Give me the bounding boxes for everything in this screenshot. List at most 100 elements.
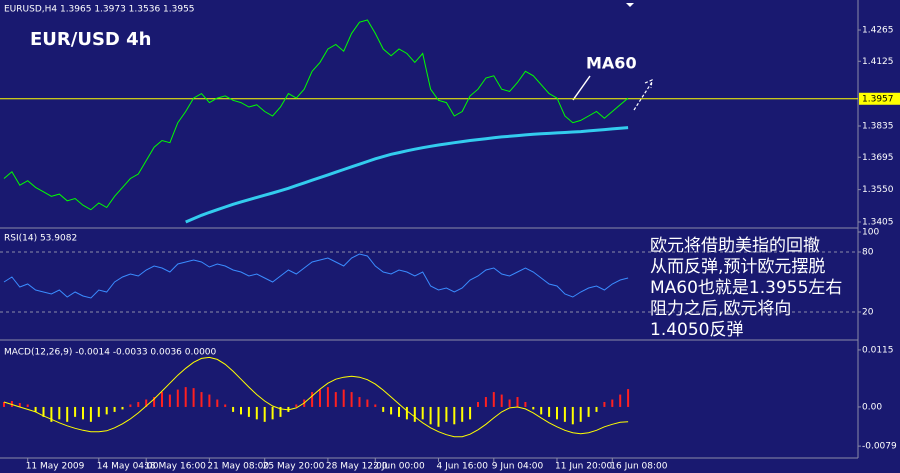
histogram-bar (398, 406, 400, 417)
y-tick-label: 1.3695 (862, 153, 894, 163)
histogram-bar (603, 401, 606, 407)
histogram-bar (50, 406, 53, 422)
histogram-bar (319, 389, 321, 407)
chart-header: EURUSD,H4 1.3965 1.3973 1.3536 1.3955 (4, 5, 195, 15)
histogram-bar (18, 402, 21, 407)
histogram-bar (374, 404, 377, 407)
commentary-line: 从而反弹,预计欧元摆脱 (650, 257, 825, 277)
histogram-bar (232, 406, 235, 412)
histogram-bar (161, 392, 163, 407)
histogram-bar (145, 399, 148, 407)
x-tick-label: 18 May 16:00 (144, 462, 206, 472)
histogram-bar (461, 406, 464, 422)
x-tick-label: 11 May 2009 (26, 462, 85, 472)
histogram-bar (279, 406, 282, 417)
x-tick-label: 14 May 04:00 (97, 462, 159, 472)
histogram-bar (548, 406, 551, 417)
y-tick-label: 20 (862, 308, 874, 318)
histogram-bar (224, 404, 227, 407)
x-tick-label: 25 May 20:00 (263, 462, 325, 472)
histogram-bar (334, 392, 337, 407)
histogram-bar (500, 394, 503, 407)
x-tick-label: 16 Jun 08:00 (610, 462, 667, 472)
y-tick-label: 1.3550 (862, 185, 894, 195)
histogram-bar (508, 399, 511, 407)
histogram-bar (429, 406, 432, 425)
histogram-bar (295, 404, 298, 407)
histogram-bar (437, 406, 440, 427)
histogram-bar (3, 401, 5, 407)
histogram-bar (350, 392, 353, 407)
level-label: 1.3957 (862, 94, 894, 104)
x-tick-label: 11 Jun 20:00 (555, 462, 612, 472)
histogram-bar (42, 406, 45, 417)
histogram-bar (82, 406, 84, 420)
y-tick-label: 80 (862, 248, 874, 258)
histogram-bar (627, 389, 630, 407)
histogram-bar (192, 388, 195, 407)
histogram-bar (271, 406, 274, 420)
histogram-bar (556, 406, 558, 420)
annotation-pointer (572, 75, 591, 101)
y-tick-label: 0.00 (862, 402, 882, 412)
histogram-bar (247, 406, 250, 417)
y-tick-label: -0.0079 (862, 442, 897, 452)
series-line (185, 126, 629, 224)
histogram-bar (366, 399, 369, 407)
histogram-bar (326, 387, 329, 407)
panel-title: RSI(14) 53.9082 (4, 234, 77, 244)
histogram-bar (34, 406, 37, 412)
panel-title: MACD(12,26,9) -0.0014 -0.0033 0.0036 0.0… (4, 348, 217, 358)
histogram-bar (184, 387, 187, 407)
histogram-bar (358, 397, 361, 407)
histogram-bar (153, 397, 156, 407)
series-line (3, 356, 629, 438)
histogram-bar (453, 406, 456, 425)
histogram-bar (58, 406, 61, 420)
histogram-bar (390, 406, 393, 415)
histogram-bar (200, 392, 203, 407)
histogram-bar (66, 406, 69, 422)
histogram-bar (113, 406, 116, 412)
y-tick-label: 1.3835 (862, 122, 894, 132)
histogram-bar (524, 401, 527, 407)
histogram-bar (255, 406, 258, 420)
commentary-line: MA60也就是1.3955左右 (650, 278, 842, 298)
y-tick-label: 1.4125 (862, 57, 894, 67)
x-tick-label: 21 May 08:00 (207, 462, 269, 472)
histogram-bar (477, 401, 479, 407)
y-tick-label: 1.4265 (862, 26, 894, 36)
histogram-bar (382, 406, 385, 412)
y-tick-label: 1.3405 (862, 217, 894, 227)
histogram-bar (74, 406, 77, 417)
histogram-bar (563, 406, 566, 422)
commentary-line: 1.4050反弹 (650, 320, 743, 340)
histogram-bar (619, 394, 622, 407)
histogram-bar (129, 404, 132, 407)
histogram-bar (97, 406, 100, 417)
annotation: MA60 (586, 54, 637, 73)
histogram-bar (137, 401, 140, 407)
histogram-bar (540, 406, 543, 415)
histogram-bar (611, 399, 614, 407)
histogram-bar (240, 406, 242, 415)
histogram-bar (484, 397, 487, 407)
histogram-bar (571, 406, 574, 425)
histogram-bar (216, 399, 219, 407)
histogram-bar (516, 397, 519, 407)
chart-title: EUR/USD 4h (30, 29, 151, 50)
histogram-bar (421, 406, 424, 420)
commentary-line: 欧元将借助美指的回撤 (650, 236, 820, 256)
histogram-bar (579, 406, 582, 422)
histogram-bar (532, 406, 535, 410)
y-tick-label: 100 (862, 228, 879, 238)
histogram-bar (445, 406, 448, 422)
series-line (3, 253, 629, 299)
x-tick-label: 4 Jun 16:00 (437, 462, 489, 472)
series-line (3, 19, 629, 211)
direction-arrow (633, 79, 653, 111)
histogram-bar (469, 406, 472, 420)
